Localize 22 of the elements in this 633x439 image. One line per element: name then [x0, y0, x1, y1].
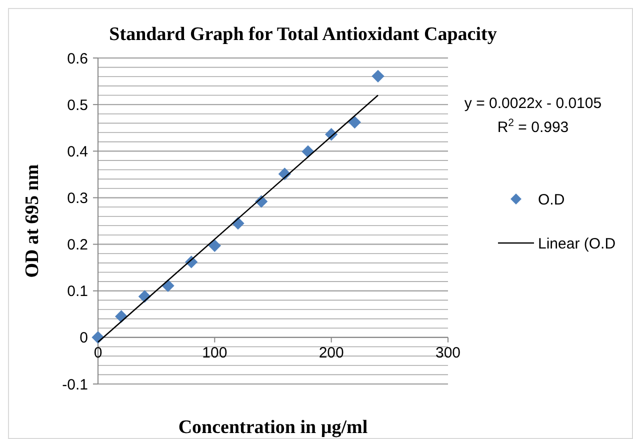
y-axis-title: OD at 695 nm: [22, 164, 43, 278]
x-tick-label: 100: [202, 344, 228, 362]
y-tick-label: 0.1: [67, 283, 88, 300]
point: [348, 116, 361, 129]
text: R$^{2}$ = 0.993: [497, 117, 569, 136]
legend-label: Linear (O.D: [538, 235, 616, 252]
y-tick-label: 0.4: [67, 143, 88, 160]
y-tick-label: -0.1: [62, 376, 88, 394]
text: y = 0.0022x - 0.0105: [464, 95, 602, 112]
y-tick-label: 0.3: [67, 190, 88, 207]
y-tick-label: 0.6: [67, 50, 88, 68]
x-tick-label: 200: [318, 344, 344, 362]
chart-title: Standard Graph for Total Antioxidant Capacity: [109, 24, 498, 45]
point: [208, 239, 221, 252]
legend-label: O.D: [538, 191, 565, 208]
x-tick-label: 0: [94, 344, 102, 362]
y-tick-label: 0.5: [67, 96, 88, 114]
point: [372, 70, 384, 82]
y-tick-label: 0.2: [67, 236, 88, 254]
x-tick-label: 300: [435, 344, 461, 362]
x-axis-title: Concentration in µg/ml: [178, 417, 368, 438]
y-tick-label: 0: [80, 330, 88, 347]
